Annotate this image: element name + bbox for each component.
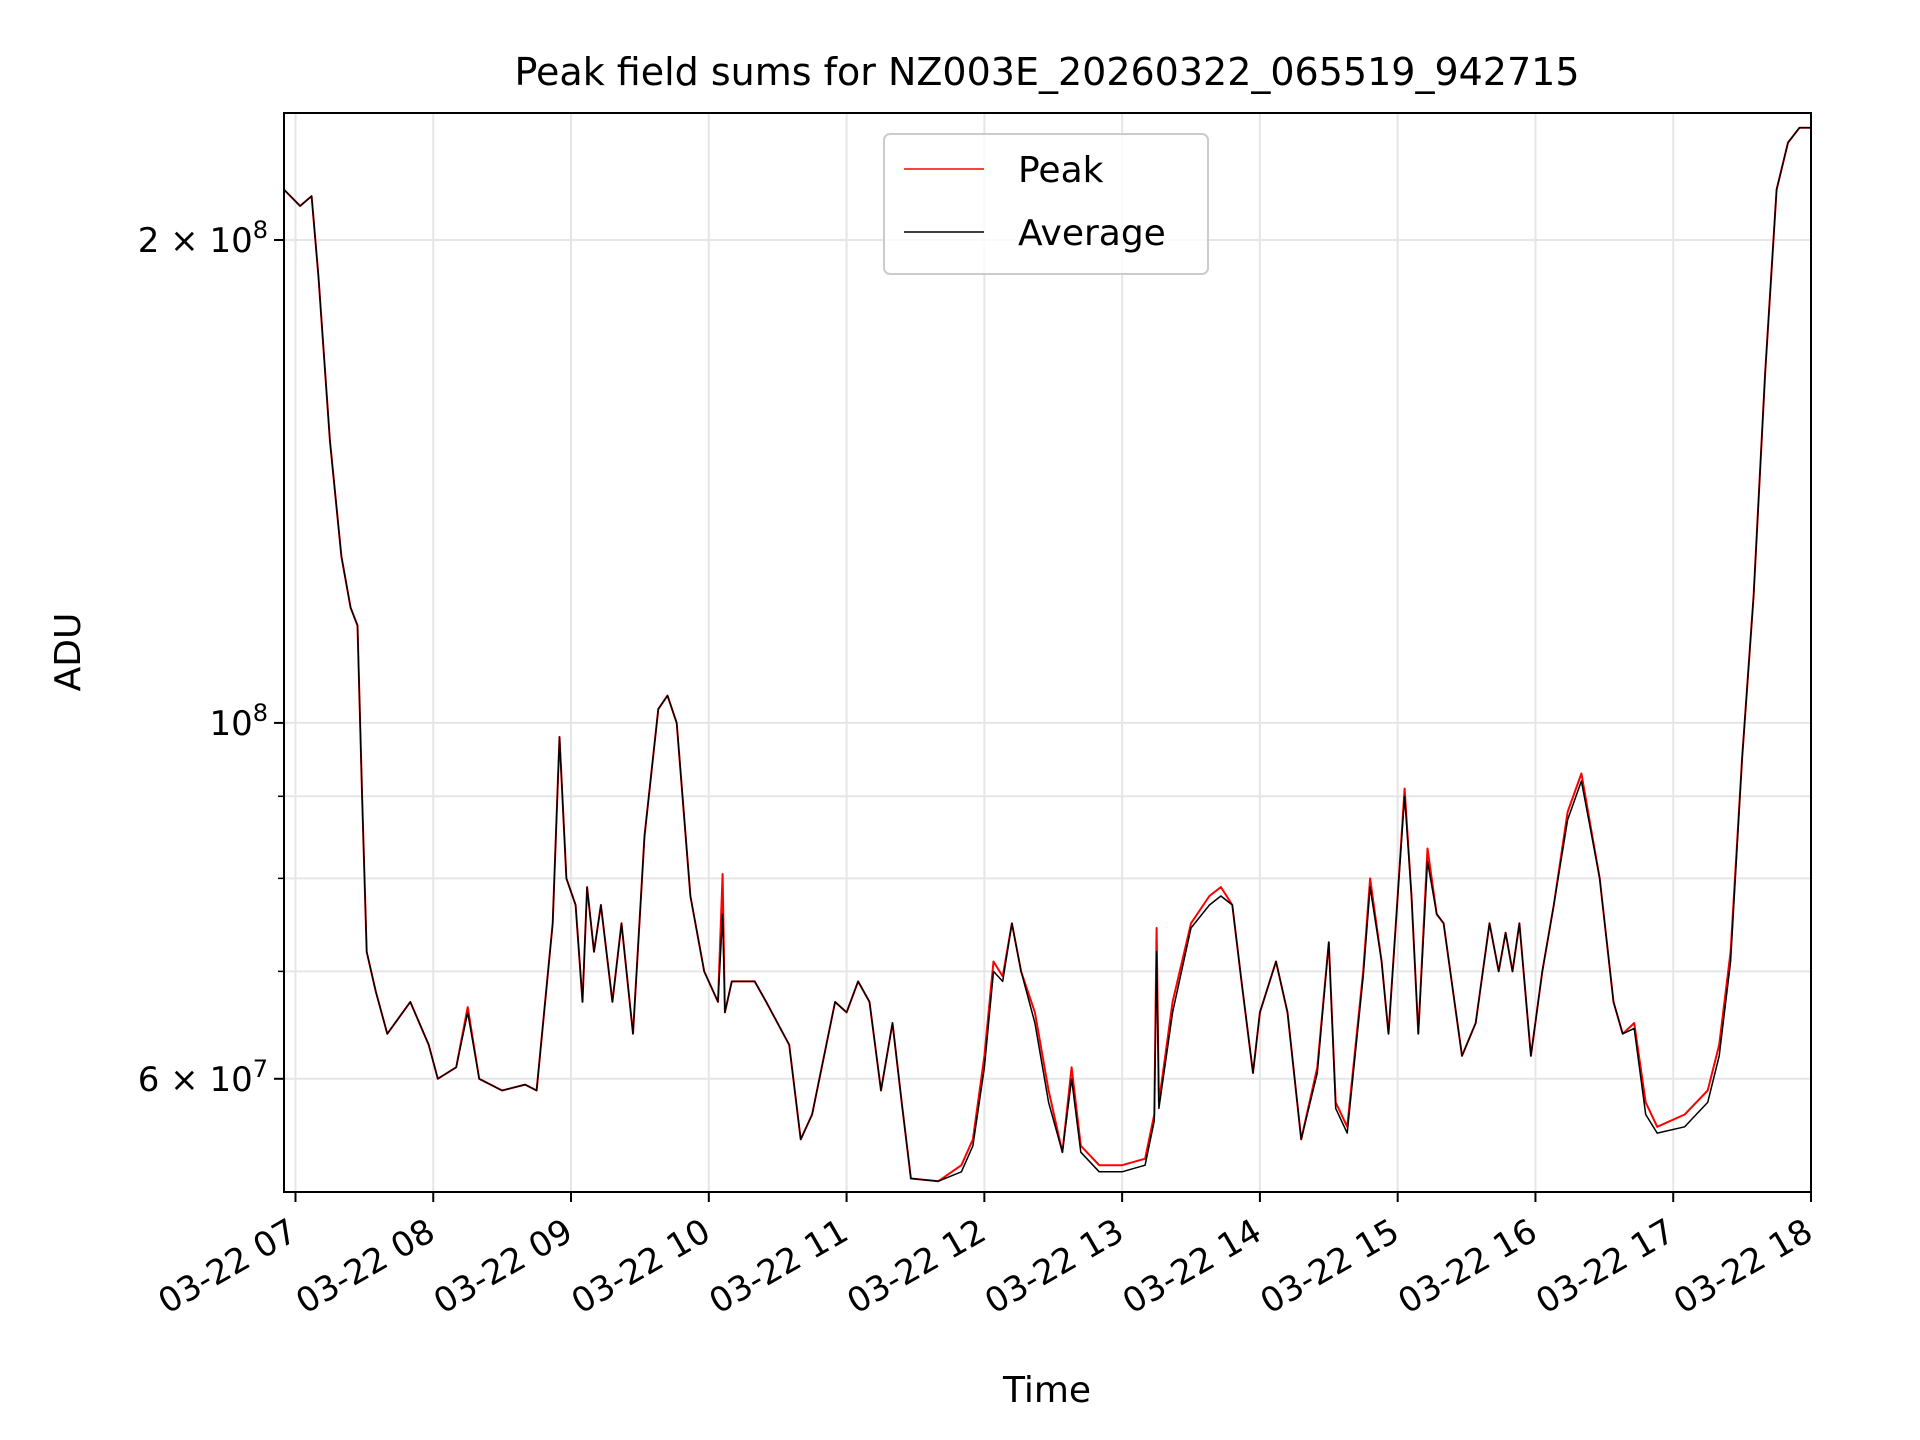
y-tick-label: 2 × 108 bbox=[138, 216, 268, 261]
chart-title: Peak field sums for NZ003E_20260322_0655… bbox=[514, 50, 1579, 94]
y-tick-label: 6 × 107 bbox=[138, 1055, 268, 1100]
y-tick-label-exponent: 8 bbox=[253, 216, 268, 244]
legend-label-peak: Peak bbox=[1018, 150, 1104, 191]
y-tick-label-base: 10 bbox=[209, 704, 252, 744]
y-tick-label: 108 bbox=[209, 699, 268, 744]
y-tick-label-exponent: 8 bbox=[253, 699, 268, 727]
legend-label-average: Average bbox=[1018, 213, 1166, 254]
y-axis-label: ADU bbox=[48, 613, 89, 692]
x-axis-label: Time bbox=[1002, 1370, 1091, 1411]
legend: Peak Average bbox=[883, 133, 1209, 275]
series-layer bbox=[283, 126, 1811, 1183]
plot-frame bbox=[283, 112, 1812, 1193]
series-line-average bbox=[283, 126, 1811, 1182]
y-tick-label-base: 6 × 10 bbox=[138, 1060, 253, 1100]
y-tick-label-base: 2 × 10 bbox=[138, 221, 253, 261]
y-tick-label-exponent: 7 bbox=[253, 1055, 268, 1083]
